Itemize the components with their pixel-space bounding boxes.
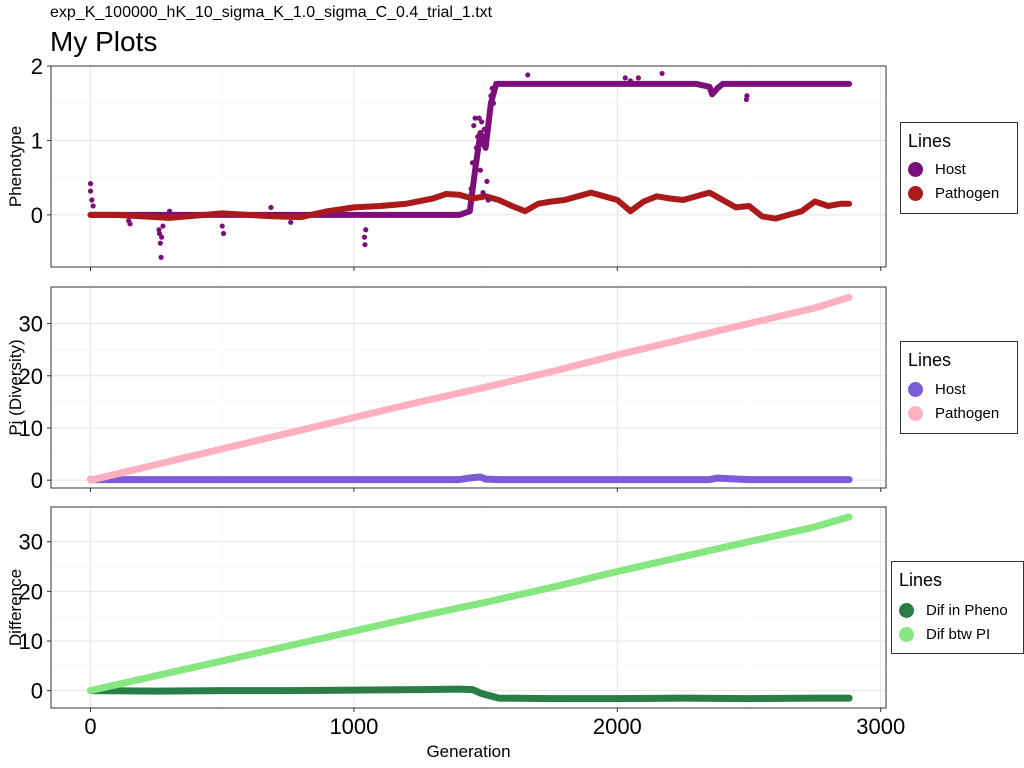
data-point xyxy=(471,122,477,129)
data-point xyxy=(479,119,485,125)
data-point xyxy=(288,219,294,225)
panel-border xyxy=(50,506,887,709)
dif-pi-dot-icon xyxy=(899,627,914,642)
y-tick-label: 2 xyxy=(31,54,43,79)
data-point xyxy=(362,242,368,248)
data-point xyxy=(635,75,641,81)
data-point xyxy=(484,178,490,184)
data-point xyxy=(166,208,173,214)
data-point xyxy=(468,186,474,192)
data-point xyxy=(485,197,491,203)
legend-phenotype: Lines Host Pathogen xyxy=(900,122,1018,214)
data-point xyxy=(89,197,95,203)
data-point xyxy=(219,223,225,229)
plot-title: My Plots xyxy=(50,26,158,57)
host-dot-icon xyxy=(908,382,923,397)
y-tick-label: 10 xyxy=(19,416,43,441)
legend-item-pathogen: Pathogen xyxy=(908,185,999,202)
data-point xyxy=(490,100,497,106)
host-dot-icon xyxy=(908,162,923,177)
data-point xyxy=(158,254,164,260)
x-tick-label: 3000 xyxy=(856,714,905,739)
data-point xyxy=(481,126,487,132)
y-tick-label: 10 xyxy=(19,629,43,654)
y-tick-label: 0 xyxy=(31,679,43,704)
data-point xyxy=(475,134,481,140)
y-tick-label: 0 xyxy=(31,203,43,228)
y-tick-label: 0 xyxy=(31,468,43,493)
y-axis-label: Phenotype xyxy=(6,126,25,207)
data-point xyxy=(483,141,489,147)
data-point xyxy=(90,203,96,209)
y-tick-label: 20 xyxy=(19,579,43,604)
data-point xyxy=(361,234,368,240)
y-axis-label: Pi (Diversity) xyxy=(6,339,25,435)
pathogen-dot-icon xyxy=(908,406,923,421)
data-point xyxy=(476,115,482,121)
data-point xyxy=(268,204,274,211)
data-point xyxy=(87,181,94,187)
x-tick-label: 1000 xyxy=(329,714,378,739)
series-line-dif-btw-pi xyxy=(87,513,853,695)
data-point xyxy=(659,70,665,77)
legend-label: Host xyxy=(935,161,966,178)
pathogen-dot-icon xyxy=(908,186,923,201)
series-line-dif-in-pheno xyxy=(87,685,853,703)
x-tick-label: 2000 xyxy=(593,714,642,739)
legend-item-dif-pi: Dif btw PI xyxy=(899,626,990,643)
legend-diversity: Lines Host Pathogen xyxy=(900,341,1018,434)
data-point xyxy=(488,93,494,99)
plot-subtitle: exp_K_100000_hK_10_sigma_K_1.0_sigma_C_0… xyxy=(50,4,493,21)
data-point xyxy=(473,145,480,151)
data-point xyxy=(157,240,163,246)
y-tick-label: 30 xyxy=(19,530,43,555)
data-point xyxy=(477,167,483,173)
panel-border xyxy=(50,65,887,268)
data-point xyxy=(469,160,476,166)
panel-background xyxy=(51,66,886,267)
data-point xyxy=(480,189,486,196)
legend-title: Lines xyxy=(899,570,943,590)
series-line-host xyxy=(87,473,853,484)
legend-item-host: Host xyxy=(908,161,966,178)
data-point xyxy=(489,85,495,91)
legend-title: Lines xyxy=(908,350,952,370)
legend-label: Dif in Pheno xyxy=(926,602,1008,619)
x-axis-label: Generation xyxy=(426,742,510,761)
legend-difference: Lines Dif in Pheno Dif btw PI xyxy=(891,561,1024,654)
data-point xyxy=(159,234,165,240)
data-point xyxy=(627,78,634,84)
y-tick-label: 30 xyxy=(19,312,43,337)
y-tick-label: 20 xyxy=(19,364,43,389)
legend-label: Dif btw PI xyxy=(926,626,991,643)
data-point xyxy=(220,230,227,237)
series-line-pathogen xyxy=(87,189,853,222)
legend-label: Pathogen xyxy=(935,405,1000,422)
x-tick-label: 0 xyxy=(84,714,96,739)
y-axis-label: Difference xyxy=(6,569,25,646)
legend-item-host: Host xyxy=(908,381,966,398)
series-line-pathogen xyxy=(87,293,853,484)
data-point xyxy=(472,115,478,121)
data-point xyxy=(87,188,94,194)
dif-pheno-dot-icon xyxy=(899,603,914,618)
legend-label: Host xyxy=(935,381,966,398)
legend-item-dif-pheno: Dif in Pheno xyxy=(899,602,1008,619)
legend-label: Pathogen xyxy=(935,185,1000,202)
legend-title: Lines xyxy=(908,131,952,151)
data-point xyxy=(525,72,531,78)
panel-border xyxy=(50,286,887,489)
data-point xyxy=(363,227,369,233)
y-tick-label: 1 xyxy=(31,128,43,153)
data-point xyxy=(127,221,133,227)
data-point xyxy=(160,223,166,229)
data-point xyxy=(622,75,628,81)
data-point xyxy=(744,93,750,99)
legend-item-pathogen: Pathogen xyxy=(908,405,999,422)
